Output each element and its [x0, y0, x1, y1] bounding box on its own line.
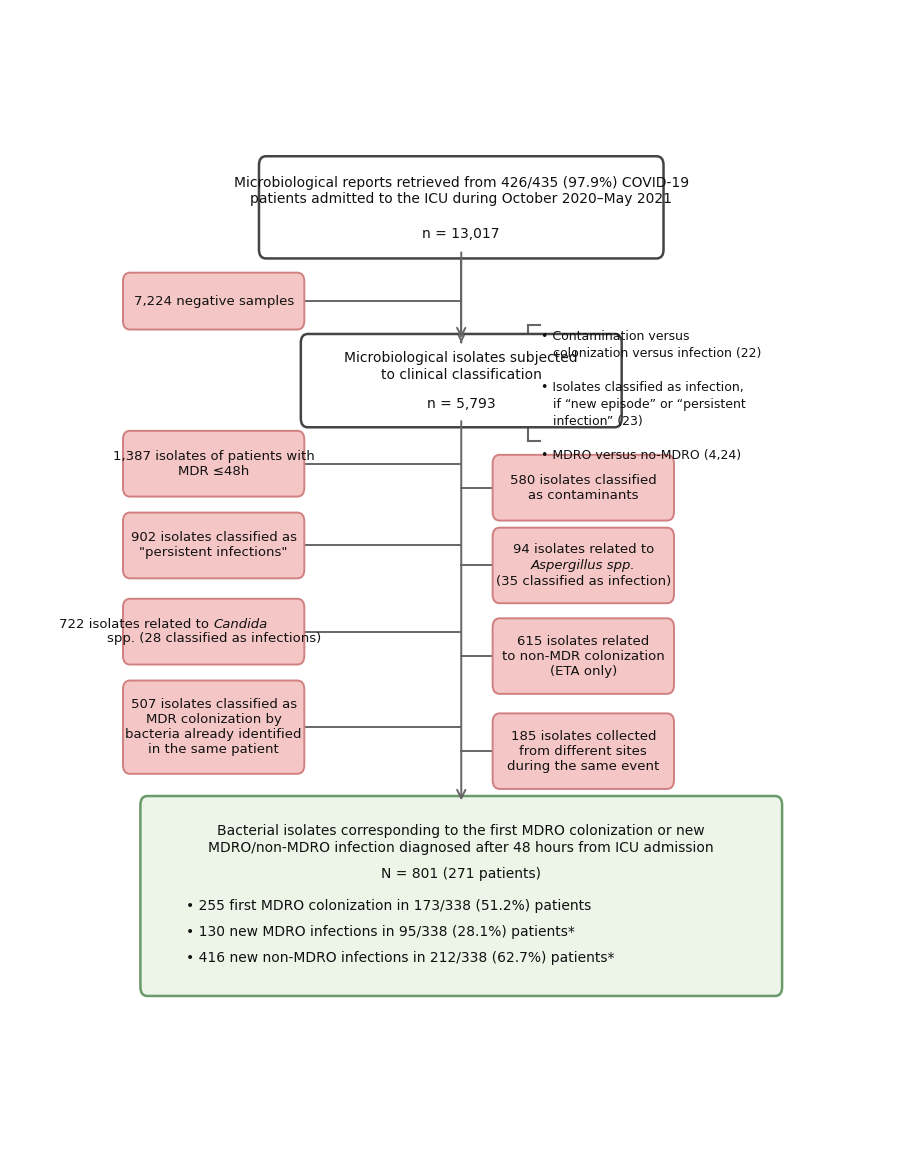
Text: n = 5,793: n = 5,793 [427, 397, 496, 411]
FancyBboxPatch shape [140, 796, 782, 996]
Text: 722 isolates related to: 722 isolates related to [59, 619, 213, 631]
Text: 902 isolates classified as
"persistent infections": 902 isolates classified as "persistent i… [130, 532, 297, 560]
Text: (35 classified as infection): (35 classified as infection) [496, 575, 670, 587]
FancyBboxPatch shape [123, 599, 304, 665]
Text: • Contamination versus
   colonization versus infection (22)

• Isolates classif: • Contamination versus colonization vers… [542, 330, 761, 462]
Text: Microbiological isolates subjected
to clinical classification: Microbiological isolates subjected to cl… [345, 351, 578, 382]
Text: • 130 new MDRO infections in 95/338 (28.1%) patients*: • 130 new MDRO infections in 95/338 (28.… [185, 924, 574, 939]
Text: Bacterial isolates corresponding to the first MDRO colonization or new
MDRO/non-: Bacterial isolates corresponding to the … [209, 824, 714, 855]
FancyBboxPatch shape [259, 156, 663, 258]
Text: • 255 first MDRO colonization in 173/338 (51.2%) patients: • 255 first MDRO colonization in 173/338… [185, 899, 591, 913]
FancyBboxPatch shape [492, 455, 674, 520]
Text: 7,224 negative samples: 7,224 negative samples [133, 294, 293, 308]
FancyBboxPatch shape [492, 527, 674, 604]
FancyBboxPatch shape [492, 619, 674, 694]
FancyBboxPatch shape [492, 713, 674, 789]
Text: 1,387 isolates of patients with
MDR ≤48h: 1,387 isolates of patients with MDR ≤48h [112, 450, 314, 478]
Text: spp. (28 classified as infections): spp. (28 classified as infections) [106, 632, 320, 645]
Text: 507 isolates classified as
MDR colonization by
bacteria already identified
in th: 507 isolates classified as MDR colonizat… [125, 698, 302, 756]
Text: 580 isolates classified
as contaminants: 580 isolates classified as contaminants [510, 473, 657, 502]
FancyBboxPatch shape [301, 334, 622, 427]
Text: Candida: Candida [213, 619, 268, 631]
FancyBboxPatch shape [123, 272, 304, 330]
FancyBboxPatch shape [123, 681, 304, 774]
Text: n = 13,017: n = 13,017 [422, 226, 500, 240]
FancyBboxPatch shape [123, 430, 304, 496]
Text: 615 isolates related
to non-MDR colonization
(ETA only): 615 isolates related to non-MDR coloniza… [502, 635, 665, 677]
Text: Microbiological reports retrieved from 426/435 (97.9%) COVID-19
patients admitte: Microbiological reports retrieved from 4… [234, 177, 688, 207]
Text: Aspergillus spp.: Aspergillus spp. [531, 559, 635, 572]
Text: N = 801 (271 patients): N = 801 (271 patients) [382, 867, 541, 882]
Text: 185 isolates collected
from different sites
during the same event: 185 isolates collected from different si… [508, 729, 660, 773]
Text: 94 isolates related to: 94 isolates related to [513, 542, 654, 556]
FancyBboxPatch shape [123, 512, 304, 578]
Text: • 416 new non-MDRO infections in 212/338 (62.7%) patients*: • 416 new non-MDRO infections in 212/338… [185, 951, 614, 965]
